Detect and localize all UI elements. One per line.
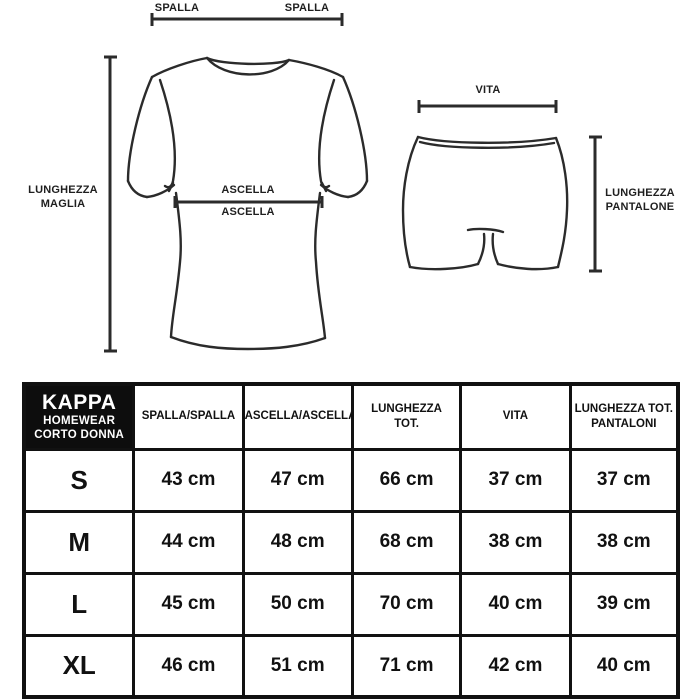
measure-cell: 37 cm (459, 447, 572, 513)
column-header-lunghezza-pantaloni: LUNGHEZZA TOT. PANTALONI (568, 382, 680, 451)
size-label: XL (22, 633, 136, 699)
measure-cell: 70 cm (350, 571, 463, 637)
measurement-lines (104, 13, 602, 353)
measure-cell: 43 cm (132, 447, 245, 513)
measure-cell: 71 cm (350, 633, 463, 699)
lunghezza-pantalone-line2: PANTALONE (605, 200, 675, 213)
brand-subtitle-2: CORTO DONNA (34, 428, 125, 441)
shorts-drawing (401, 135, 569, 271)
measure-cell: 38 cm (459, 509, 572, 575)
vita-measure-line (417, 100, 558, 113)
measure-cell: 42 cm (459, 633, 572, 699)
lunghezza-maglia-line1: LUNGHEZZA (28, 184, 98, 196)
lunghezza-pantalone-label: LUNGHEZZA PANTALONE (605, 187, 675, 214)
measure-cell: 40 cm (568, 633, 680, 699)
ascella-measure-line (173, 196, 324, 208)
measure-cell: 44 cm (132, 509, 245, 575)
brand-subtitle-1: HOMEWEAR (43, 414, 116, 427)
measure-cell: 47 cm (241, 447, 354, 513)
column-header-label: SPALLA/SPALLA (141, 410, 236, 423)
lunghezza-maglia-line2: MAGLIA (40, 197, 86, 210)
measure-cell: 46 cm (132, 633, 245, 699)
measure-cell: 37 cm (568, 447, 680, 513)
lunghezza-pantalone-line1: LUNGHEZZA (605, 187, 675, 199)
column-header-ascella: ASCELLA/ASCELLA (241, 382, 354, 451)
measure-cell: 66 cm (350, 447, 463, 513)
table-header-row: KAPPA HOMEWEAR CORTO DONNA SPALLA/SPALLA… (22, 382, 680, 451)
brand-title: KAPPA (41, 390, 117, 414)
size-label: M (22, 509, 136, 575)
size-label: S (22, 447, 136, 513)
ascella-top-label: ASCELLA (221, 184, 275, 196)
size-label: L (22, 571, 136, 637)
measure-cell: 40 cm (459, 571, 572, 637)
ascella-bottom-label: ASCELLA (221, 206, 275, 218)
measure-cell: 39 cm (568, 571, 680, 637)
lunghezza-pantalone-measure-line (589, 135, 602, 273)
measure-cell: 51 cm (241, 633, 354, 699)
column-header-vita: VITA (459, 382, 572, 451)
lunghezza-maglia-label: LUNGHEZZA MAGLIA (28, 184, 98, 211)
measure-cell: 68 cm (350, 509, 463, 575)
table-row-s: S 43 cm 47 cm 66 cm 37 cm 37 cm (22, 447, 680, 513)
column-header-label: LUNGHEZZA TOT. (371, 402, 442, 430)
table-row-xl: XL 46 cm 51 cm 71 cm 42 cm 40 cm (22, 633, 680, 699)
column-header-label: VITA (502, 410, 529, 423)
measure-cell: 48 cm (241, 509, 354, 575)
column-header-spalla: SPALLA/SPALLA (132, 382, 245, 451)
measure-cell: 38 cm (568, 509, 680, 575)
column-header-lunghezza-tot: LUNGHEZZA TOT. (350, 382, 463, 451)
brand-header-cell: KAPPA HOMEWEAR CORTO DONNA (22, 382, 136, 451)
column-header-label: ASCELLA/ASCELLA (244, 410, 353, 423)
tshirt-drawing (126, 56, 369, 351)
measure-cell: 50 cm (241, 571, 354, 637)
spalla-measure-line (150, 13, 344, 26)
lunghezza-maglia-measure-line (104, 55, 117, 353)
measure-cell: 45 cm (132, 571, 245, 637)
spalla-left-label: SPALLA (154, 2, 200, 14)
garment-diagram (104, 13, 602, 353)
table-row-m: M 44 cm 48 cm 68 cm 38 cm 38 cm (22, 509, 680, 575)
column-header-label: LUNGHEZZA TOT. PANTALONI (574, 402, 673, 430)
size-table: KAPPA HOMEWEAR CORTO DONNA SPALLA/SPALLA… (22, 382, 680, 699)
table-row-l: L 45 cm 50 cm 70 cm 40 cm 39 cm (22, 571, 680, 637)
vita-label: VITA (475, 84, 501, 96)
spalla-right-label: SPALLA (284, 2, 330, 14)
